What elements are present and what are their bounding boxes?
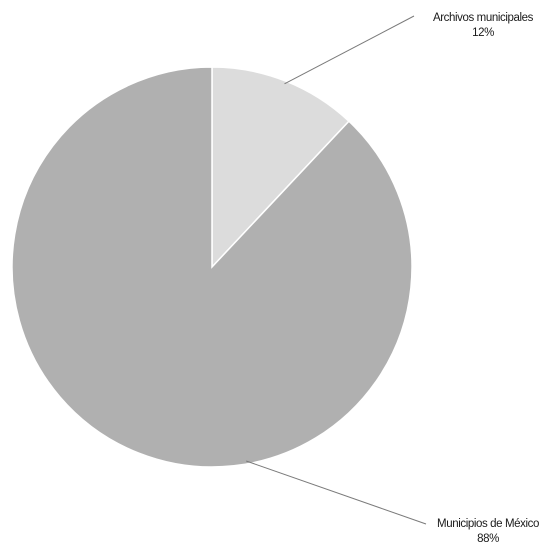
slice-percent-municipios-de-mexico: 88% [477,533,499,545]
slice-name-archivos-municipales: Archivos municipales [432,12,533,24]
leader-lines [246,15,427,525]
slice-label-archivos-municipales: Archivos municipales 12% [420,11,544,41]
pie-slice-archivos-municipales [211,66,350,269]
pie-slices [11,66,413,468]
leader-line-archivos-municipales [284,15,415,85]
slice-label-municipios-de-mexico: Municipios de México 88% [428,517,544,547]
slice-percent-archivos-municipales: 12% [472,27,494,39]
leader-line-municipios-de-mexico [246,460,427,525]
slice-name-municipios-de-mexico: Municipios de México [437,518,539,530]
pie-slice-municipios-de-mexico [11,66,413,468]
